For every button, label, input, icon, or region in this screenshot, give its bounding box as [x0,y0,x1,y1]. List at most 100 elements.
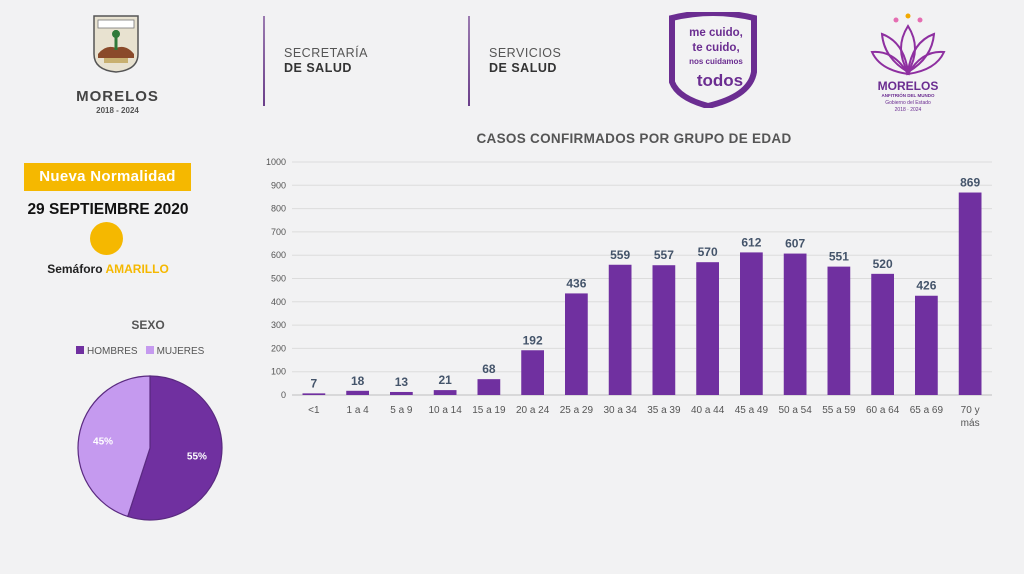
legend-label-hombres: HOMBRES [87,346,138,357]
dept-secretaria-line1: SECRETARÍA [284,46,368,60]
gov-logo-name: MORELOS [878,79,939,93]
data-label: 557 [654,248,674,262]
report-date: 29 SEPTIEMBRE 2020 [27,201,189,218]
bar [915,295,938,395]
y-tick-label: 600 [271,250,286,260]
coat-of-arms-icon [93,15,139,73]
data-label: 520 [873,257,893,271]
y-tick-label: 0 [281,390,286,400]
traffic-light-color: AMARILLO [105,262,169,276]
gov-logo-line1: Gobierno del Estado [885,100,931,106]
divider [263,16,265,106]
pie-slice-hombres [126,375,223,521]
x-tick-label: 60 a 64 [866,405,900,416]
pie-slice-mujeres [77,375,151,518]
x-tick-label: 10 a 14 [428,405,462,416]
x-tick-label: 55 a 59 [822,405,856,416]
x-tick-label: 30 a 34 [603,405,637,416]
gov-logo-tagline: ANFITRIÓN DEL MUNDO [882,91,935,98]
y-tick-label: 400 [271,297,286,307]
bar [346,390,369,395]
pie-slice-label: 45% [93,437,113,448]
x-tick-label: 15 a 19 [472,405,506,416]
bar [696,262,719,395]
data-label: 21 [438,373,452,387]
pie-slice-label: 55% [187,451,207,462]
bar [477,379,501,395]
divider [468,16,470,106]
morelos-state-logo: MORELOS 2018 - 2024 [70,10,165,115]
morelos-government-logo: MORELOS ANFITRIÓN DEL MUNDO Gobierno del… [868,12,948,114]
dept-secretaria-line2: DE SALUD [284,61,352,75]
y-tick-label: 900 [271,180,286,190]
data-label: 570 [698,245,718,259]
traffic-light-status: Semáforo AMARILLO [18,262,198,276]
state-logo-name: MORELOS [76,88,159,105]
bar [871,273,894,395]
bar [783,253,807,395]
y-tick-label: 100 [271,367,286,377]
x-tick-label: 1 a 4 [347,405,370,416]
dept-servicios: SERVICIOS DE SALUD [489,46,561,76]
x-tick-label: 40 a 44 [691,405,725,416]
x-tick-label: 5 a 9 [390,405,413,416]
y-tick-label: 1000 [266,157,286,167]
y-tick-label: 300 [271,320,286,330]
dept-servicios-line2: DE SALUD [489,61,557,75]
bar [521,350,544,395]
state-logo-years: 2018 - 2024 [96,106,139,115]
bar [958,192,982,395]
data-label: 551 [829,250,849,264]
x-tick-label: <1 [308,405,320,416]
legend-label-mujeres: MUJERES [156,346,205,357]
traffic-light-indicator [90,222,123,255]
legend-item-mujeres: MUJERES [145,346,205,357]
bar [608,264,632,395]
data-label: 436 [566,276,586,290]
age-group-bar-chart: 0 100 200 300 400 500 600 700 800 900 1000 7 <1 18 1 a… [266,157,992,429]
pie-chart-title: SEXO [131,318,165,332]
y-tick-label: 500 [271,274,286,284]
dept-servicios-line1: SERVICIOS [489,46,562,60]
x-tick-label: 50 a 54 [778,405,812,416]
data-label: 426 [916,279,936,293]
data-label: 13 [395,375,409,389]
data-label: 559 [610,248,630,262]
campaign-badge: me cuido, te cuido, nos cuidamos todos [668,10,758,110]
bar [390,391,413,395]
gov-logo-line2: 2018 · 2024 [895,107,922,113]
x-tick-label: más [961,418,980,429]
bar [740,252,763,395]
traffic-light-prefix: Semáforo [47,262,106,276]
data-label: 192 [523,333,543,347]
bar [827,266,851,395]
y-tick-label: 800 [271,204,286,214]
x-tick-label: 70 y [961,405,980,416]
campaign-line4: todos [697,71,743,90]
bar [565,293,588,395]
bar [652,265,676,395]
x-tick-label: 35 a 39 [647,405,681,416]
data-label: 607 [785,237,805,251]
y-tick-label: 200 [271,343,286,353]
bar [433,390,457,395]
legend-item-hombres: HOMBRES [76,346,138,357]
x-tick-label: 65 a 69 [910,405,944,416]
phase-badge: Nueva Normalidad [24,163,191,191]
campaign-line2: te cuido, [692,42,739,54]
bar [302,393,326,395]
pie-legend: HOMBRES MUJERES [76,346,204,357]
bar-chart-title: CASOS CONFIRMADOS POR GRUPO DE EDAD [476,131,792,146]
data-label: 68 [482,362,496,376]
x-tick-label: 20 a 24 [516,405,550,416]
lotus-flower-icon: MORELOS ANFITRIÓN DEL MUNDO Gobierno del… [870,13,946,113]
x-tick-label: 45 a 49 [735,405,769,416]
y-tick-label: 700 [271,227,286,237]
dept-secretaria: SECRETARÍA DE SALUD [284,46,368,76]
campaign-line1: me cuido, [689,27,743,39]
shield-badge-icon: me cuido, te cuido, nos cuidamos todos [669,10,757,110]
data-label: 7 [311,376,318,390]
sex-pie-chart: 55% 45% [77,375,223,521]
campaign-line3: nos cuidamos [689,57,743,66]
data-label: 18 [351,374,365,388]
